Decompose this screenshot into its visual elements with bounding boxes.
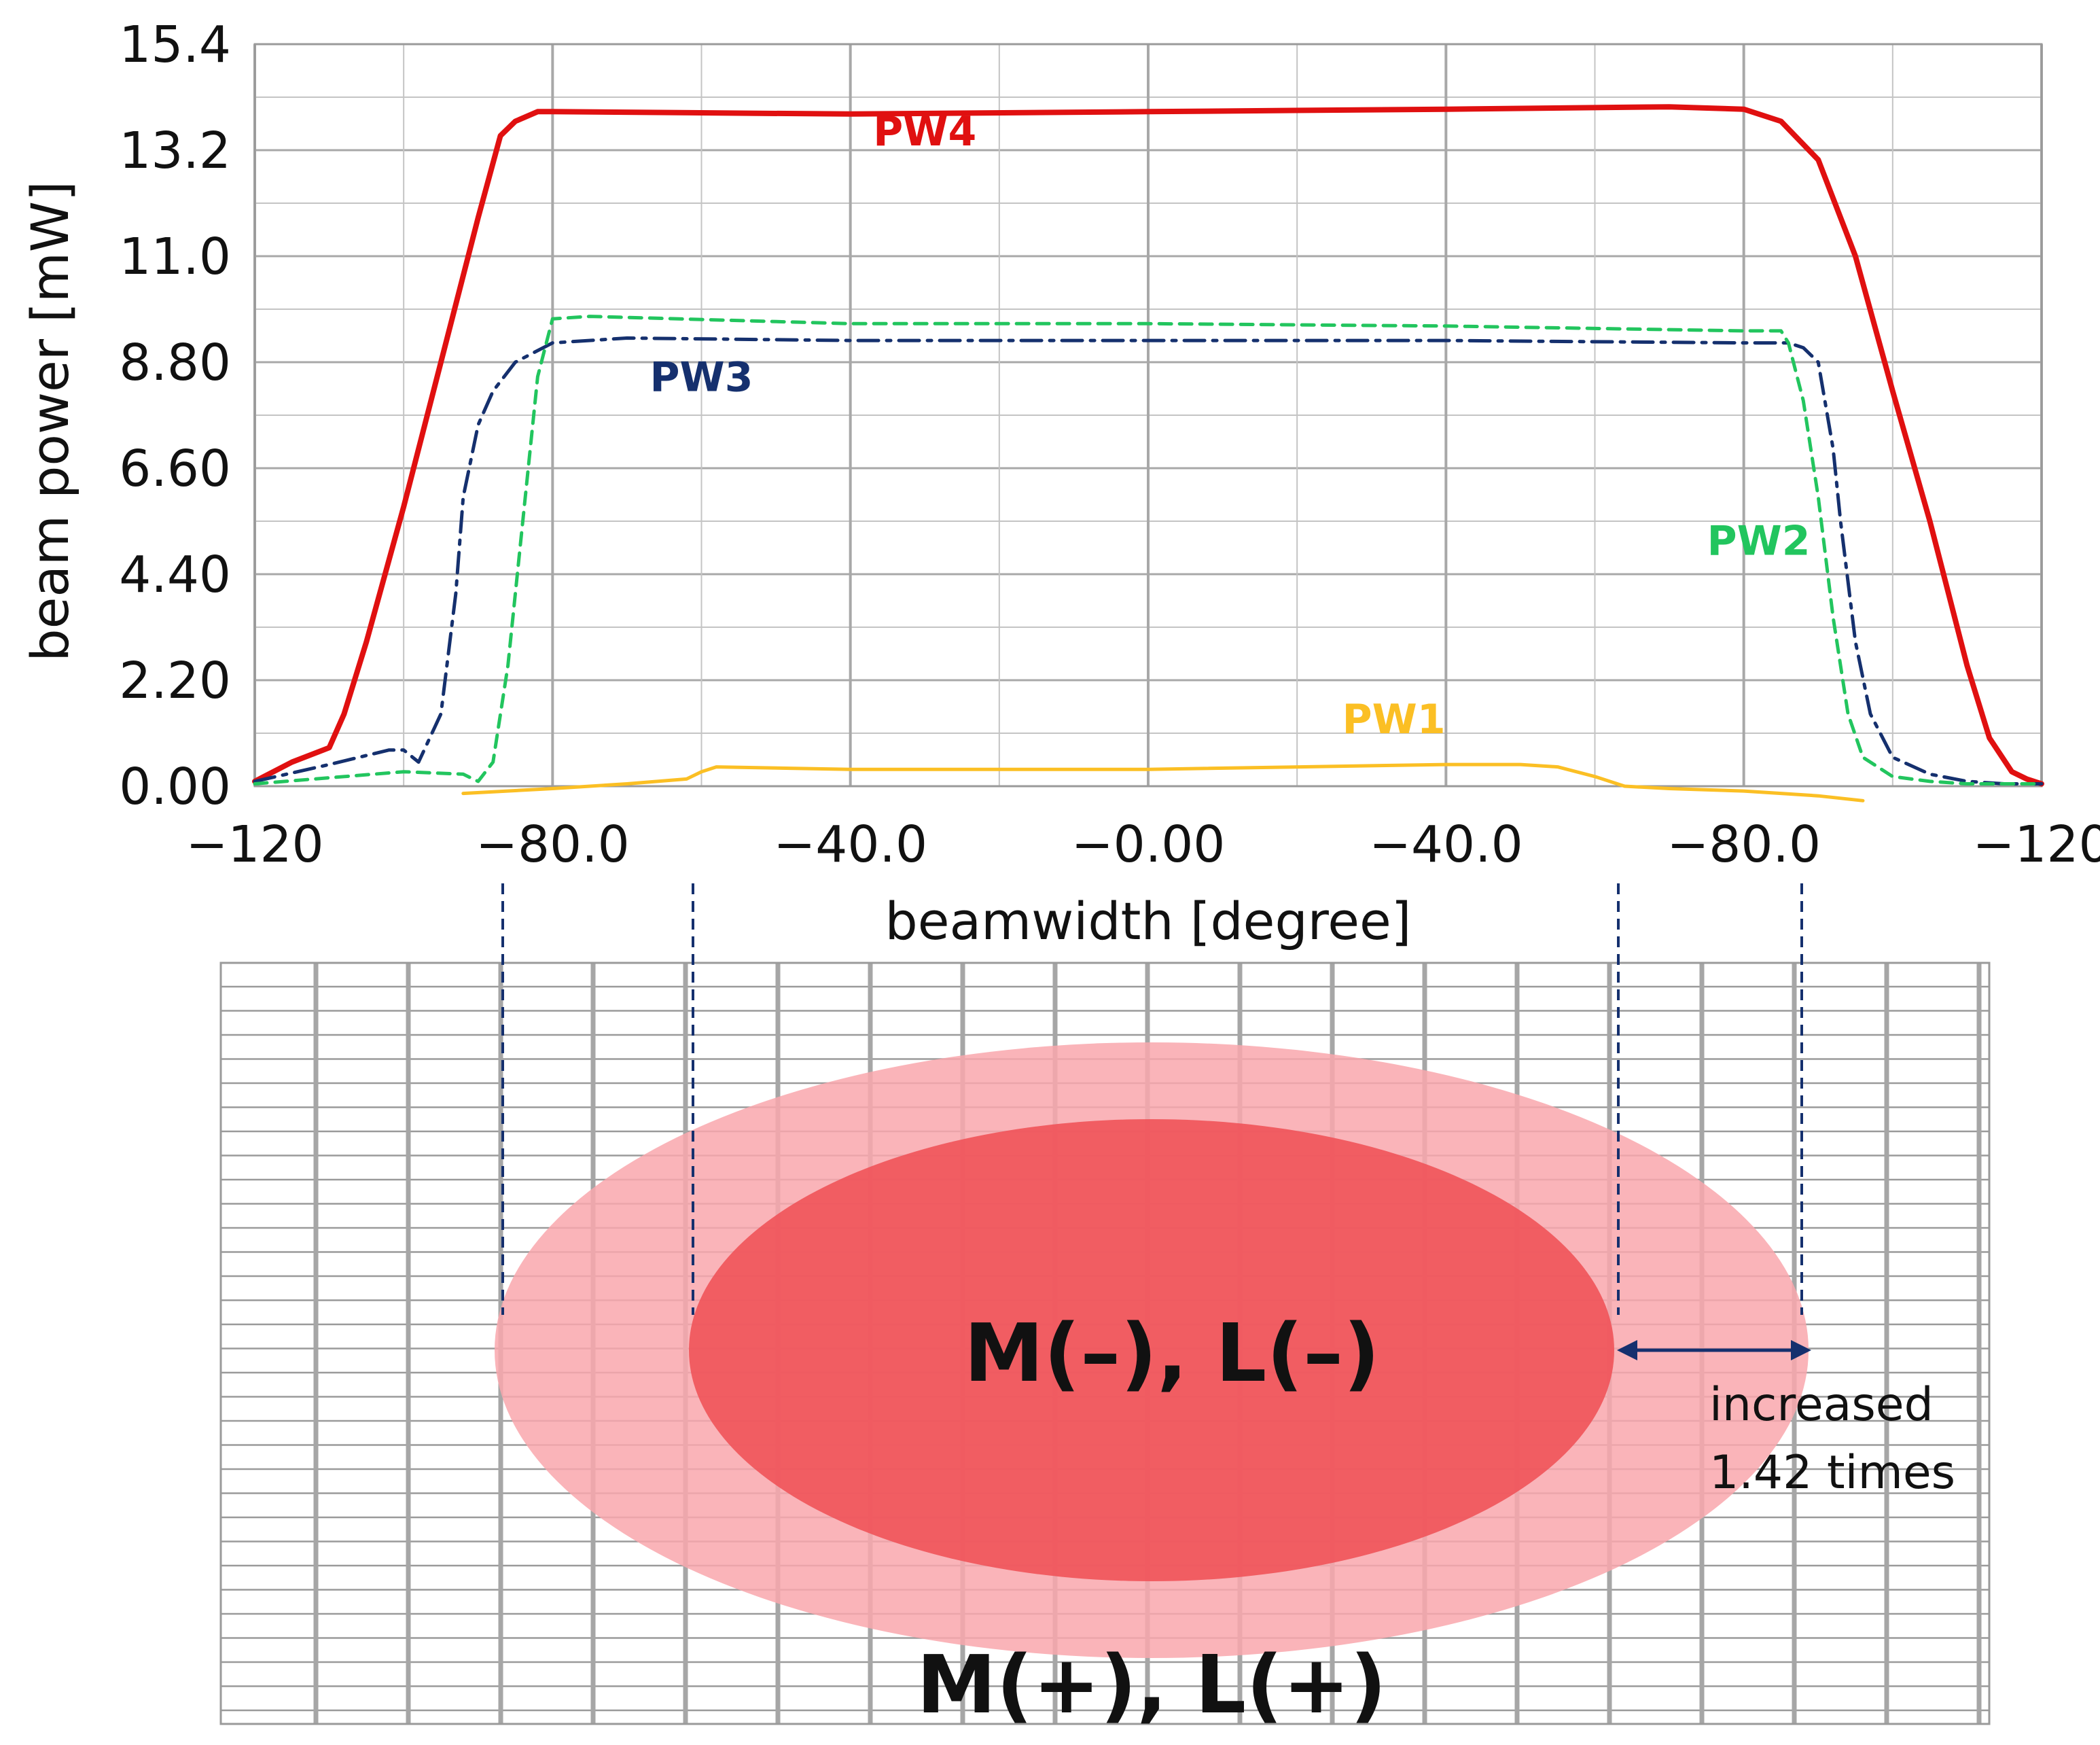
series-label-pw1: PW1 (1342, 696, 1446, 743)
diagram-border (219, 962, 1991, 1725)
y-tick-labels: 0.00 2.20 4.40 6.60 8.80 11.0 13.2 15.4 (119, 16, 231, 816)
y-tick-label: 6.60 (119, 440, 231, 498)
y-tick-label: 0.00 (119, 758, 231, 816)
series-label-pw4: PW4 (873, 108, 976, 156)
plot-border (253, 43, 2043, 788)
x-tick-labels: −120 −80.0 −40.0 −0.00 −40.0 −80.0 −120 (185, 815, 2100, 874)
beam-coverage-diagram: M(–), L(–) M(+), L(+) increased 1.42 tim… (219, 883, 1991, 1731)
y-axis-title: beam power [mW] (20, 181, 80, 661)
annotation-line-1: increased (1709, 1378, 1934, 1432)
y-tick-label: 13.2 (119, 122, 231, 180)
series-line-pw4 (252, 104, 2044, 787)
x-tick-label: −80.0 (476, 815, 630, 874)
series-layer (252, 104, 2044, 803)
y-tick-label: 2.20 (119, 652, 231, 710)
inner-coverage-ellipse (689, 1119, 1614, 1581)
series-label-pw2: PW2 (1707, 518, 1811, 565)
x-tick-label: −40.0 (773, 815, 927, 874)
y-tick-label: 4.40 (119, 546, 231, 604)
x-tick-label: −120 (185, 815, 323, 874)
beam-power-chart: PW4 PW3 PW2 PW1 0.00 2.20 4.40 6.60 8.80 11.0 13.… (20, 16, 2100, 951)
width-increase-arrow (1617, 1340, 1811, 1360)
arrow-head-left (1617, 1340, 1637, 1360)
inner-region-label: M(–), L(–) (964, 1306, 1380, 1400)
series-line-pw3 (253, 336, 2044, 786)
x-axis-title: beamwidth [degree] (885, 891, 1412, 951)
x-tick-label: −0.00 (1071, 815, 1226, 874)
series-label-pw3: PW3 (650, 354, 753, 402)
annotation-line-2: 1.42 times (1709, 1446, 1955, 1500)
series-labels: PW4 PW3 PW2 PW1 (650, 108, 1811, 743)
x-tick-label: −80.0 (1667, 815, 1821, 874)
y-tick-label: 8.80 (119, 334, 231, 392)
series-line-pw2 (253, 315, 2044, 786)
series-line-pw1 (461, 762, 1865, 803)
y-tick-label: 15.4 (119, 16, 231, 74)
x-tick-label: −120 (1972, 815, 2100, 874)
guide-lines (501, 883, 1803, 1315)
x-tick-label: −40.0 (1369, 815, 1523, 874)
y-tick-label: 11.0 (119, 228, 231, 286)
outer-region-label: M(+), L(+) (916, 1638, 1387, 1731)
arrow-head-right (1791, 1340, 1811, 1360)
